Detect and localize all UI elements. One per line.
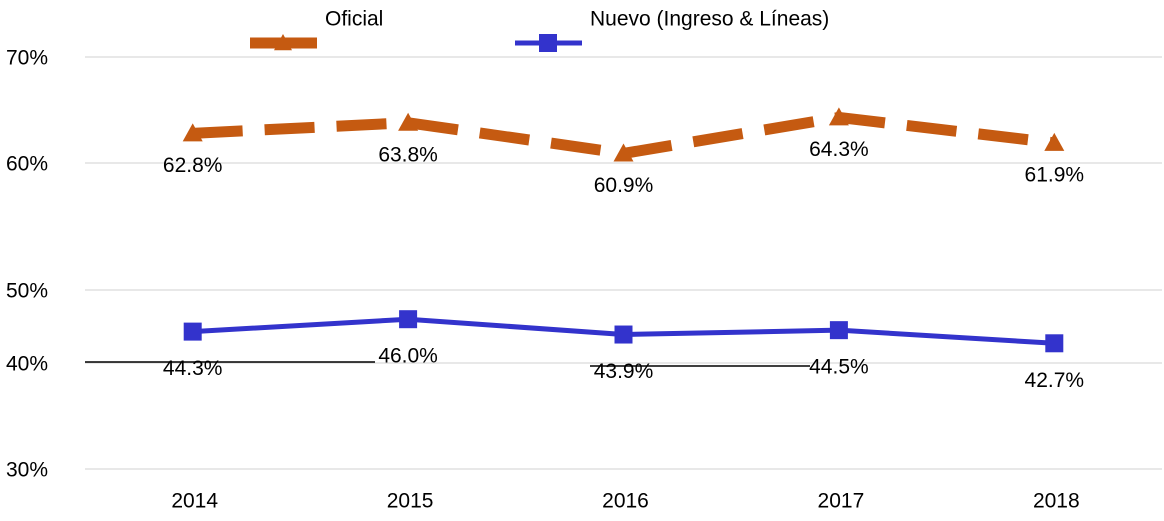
marker — [398, 112, 419, 131]
x-tick-label: 2014 — [171, 490, 218, 513]
y-tick-label: 40% — [6, 353, 48, 376]
data-label: 64.3% — [809, 138, 869, 161]
marker — [828, 107, 849, 126]
marker — [399, 310, 418, 329]
data-label: 63.8% — [378, 143, 438, 166]
marker — [1045, 334, 1064, 353]
x-tick-label: 2018 — [1033, 490, 1080, 513]
legend-marker — [274, 34, 292, 51]
marker — [614, 325, 633, 344]
data-label: 43.9% — [594, 360, 654, 383]
legend-label: Oficial — [325, 8, 383, 31]
y-tick-label: 30% — [6, 459, 48, 482]
marker — [1044, 132, 1065, 151]
x-tick-label: 2016 — [602, 490, 649, 513]
data-label: 42.7% — [1025, 369, 1085, 392]
y-tick-label: 50% — [6, 280, 48, 303]
data-label: 62.8% — [163, 154, 223, 177]
marker — [829, 321, 848, 340]
data-label: 61.9% — [1025, 163, 1085, 186]
x-tick-label: 2015 — [387, 490, 434, 513]
legend-marker — [539, 34, 557, 52]
legend-label: Nuevo (Ingreso & Líneas) — [590, 8, 829, 31]
data-label: 60.9% — [594, 174, 654, 197]
y-tick-label: 70% — [6, 47, 48, 70]
marker — [182, 123, 203, 142]
data-label: 44.5% — [809, 356, 869, 379]
marker — [613, 143, 634, 162]
y-tick-label: 60% — [6, 153, 48, 176]
marker — [183, 322, 202, 341]
data-label: 44.3% — [163, 357, 223, 380]
x-tick-label: 2017 — [818, 490, 865, 513]
data-label: 46.0% — [378, 345, 438, 368]
